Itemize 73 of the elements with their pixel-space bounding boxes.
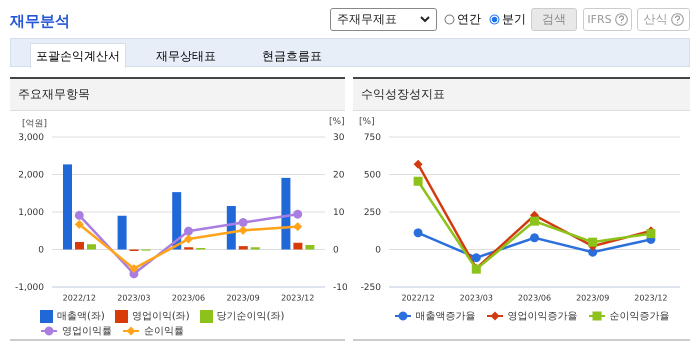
point [588,238,598,247]
point [414,160,423,169]
text: 분기 [501,11,526,28]
y-tick-label: 0 [375,246,382,256]
x-tick-label: 2022/12 [401,294,435,303]
y-tick-label: 0 [38,246,44,256]
point [293,210,302,219]
text: 검색 [531,8,577,31]
text: 산식 [637,8,690,31]
y-tick-label: 1,000 [18,208,44,218]
y2-tick-label: 0 [333,246,339,256]
y2-tick-label: 10 [333,208,345,218]
bar [75,242,84,250]
text: IFRS [583,8,632,31]
x-tick-label: 2023/09 [226,294,260,303]
text: 주재무제표 [337,11,397,28]
bar [63,164,72,250]
y-axis-title: [%] [359,117,375,127]
point [184,226,193,236]
chart-title: 주요재무항목 [10,79,345,111]
y-tick-label: -250 [360,283,382,294]
point [184,234,193,244]
y-tick-label: 2,000 [18,170,44,181]
bar [87,244,96,250]
point [238,218,248,227]
bar [238,246,248,250]
x-tick-label: 2023/06 [172,294,206,303]
point [530,233,539,242]
point [129,264,138,274]
y2-tick-label: -10 [333,283,348,294]
point [74,220,84,229]
y-tick-label: 250 [364,208,382,218]
x-tick-label: 2022/12 [62,294,96,303]
bar [305,245,314,250]
legend-label: 영업이익증가율 [506,310,578,323]
text: 재무상태표 [156,48,216,65]
legend-label: 순이익률 [143,325,184,338]
point [414,228,423,238]
y2-tick-label: 20 [333,170,345,181]
legend-label: 매출액(좌) [56,310,105,323]
y2-axis-title: [%] [329,117,345,127]
y2-tick-label: 30 [333,133,345,144]
point [74,210,84,220]
point [530,216,539,226]
text: 재무분석 [10,12,70,31]
point [414,176,423,186]
x-tick-label: 2023/06 [518,294,552,303]
y-tick-label: 750 [364,133,382,144]
x-tick-label: 2023/12 [281,294,314,303]
text: 포괄손익계산서 [30,43,126,68]
bar [118,216,127,250]
bar [293,242,302,250]
text: 연간 [456,11,481,28]
point [238,226,248,235]
x-tick-label: 2023/09 [576,294,610,303]
y-tick-label: 500 [364,170,382,181]
legend-label: 순이익증가율 [608,310,670,323]
legend-label: 매출액증가율 [414,310,476,323]
point [646,229,656,238]
y-axis-title: [억원] [22,118,48,130]
point [293,222,302,232]
y-tick-label: 3,000 [18,133,44,144]
x-tick-label: 2023/03 [117,294,151,303]
point [472,253,481,262]
chart-title: 수익성장성지표 [353,79,690,111]
text: 현금흐름표 [262,48,322,65]
legend-label: 당기순이익(좌) [216,310,284,323]
bar [281,178,290,250]
x-tick-label: 2023/12 [634,294,668,303]
legend-label: 영업이익률 [61,325,112,338]
y-tick-label: -1,000 [14,283,44,294]
legend-label: 영업이익(좌) [130,310,190,323]
x-tick-label: 2023/03 [460,294,493,303]
